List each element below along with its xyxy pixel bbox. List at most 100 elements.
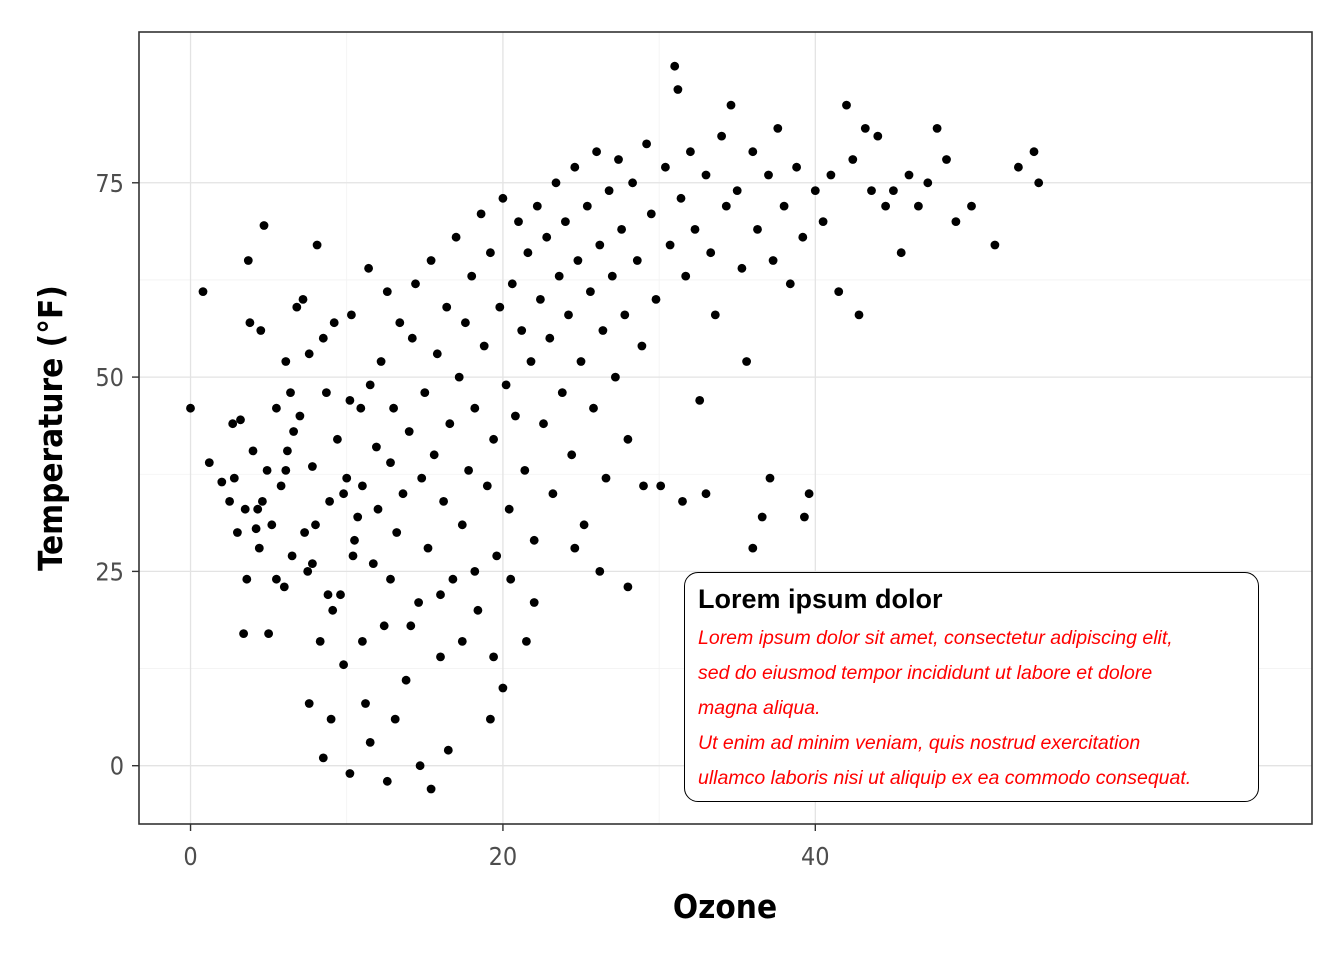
data-point bbox=[628, 178, 637, 188]
data-point bbox=[308, 462, 317, 471]
data-point bbox=[398, 489, 408, 499]
data-point bbox=[401, 675, 411, 685]
data-point bbox=[240, 504, 250, 514]
data-point bbox=[670, 61, 680, 71]
data-point bbox=[889, 186, 898, 196]
data-point bbox=[639, 481, 648, 491]
data-point bbox=[443, 745, 453, 755]
data-point bbox=[389, 403, 398, 413]
data-point bbox=[358, 481, 367, 491]
data-point bbox=[258, 497, 267, 506]
data-point bbox=[623, 434, 633, 444]
data-point bbox=[470, 567, 480, 576]
data-point bbox=[579, 520, 589, 530]
data-point bbox=[967, 201, 976, 211]
data-point bbox=[768, 256, 778, 265]
data-point bbox=[764, 170, 773, 180]
data-point bbox=[303, 567, 313, 576]
data-point bbox=[690, 225, 700, 234]
data-point bbox=[300, 528, 309, 537]
data-point bbox=[506, 574, 516, 584]
data-point bbox=[695, 396, 705, 405]
data-point bbox=[748, 543, 758, 553]
data-point bbox=[1014, 162, 1023, 172]
data-point bbox=[350, 535, 359, 545]
data-point bbox=[551, 178, 561, 188]
data-point bbox=[686, 147, 695, 157]
annotation-line: magna aliqua. bbox=[698, 697, 821, 719]
data-point bbox=[701, 489, 711, 499]
data-point bbox=[339, 660, 348, 670]
data-point bbox=[785, 279, 795, 289]
data-point bbox=[308, 559, 317, 568]
data-point bbox=[536, 295, 545, 304]
data-point bbox=[557, 388, 567, 397]
data-point bbox=[1029, 147, 1039, 157]
data-point bbox=[507, 279, 517, 289]
data-point bbox=[498, 193, 508, 203]
data-point bbox=[529, 535, 539, 545]
data-point bbox=[706, 248, 716, 258]
data-point bbox=[368, 559, 378, 568]
data-point bbox=[570, 162, 580, 172]
data-point bbox=[873, 131, 883, 141]
data-point bbox=[470, 403, 480, 413]
data-point bbox=[358, 637, 367, 646]
data-point bbox=[1034, 178, 1044, 188]
data-point bbox=[529, 598, 539, 607]
data-point bbox=[656, 481, 666, 491]
data-point bbox=[312, 240, 322, 250]
data-point bbox=[492, 551, 502, 561]
data-point bbox=[798, 232, 808, 242]
data-point bbox=[545, 333, 555, 343]
data-point bbox=[539, 419, 548, 429]
data-point bbox=[342, 473, 352, 483]
data-point bbox=[854, 310, 864, 320]
plot-panel-border bbox=[138, 31, 1313, 825]
x-tick-label: 0 bbox=[183, 842, 197, 871]
data-point bbox=[748, 147, 758, 157]
data-point bbox=[632, 256, 642, 265]
data-point bbox=[526, 357, 536, 366]
data-point bbox=[611, 372, 620, 382]
data-point bbox=[304, 349, 314, 359]
data-point bbox=[757, 512, 767, 522]
data-point bbox=[281, 357, 291, 366]
data-point bbox=[678, 497, 687, 506]
data-point bbox=[423, 543, 433, 553]
data-point bbox=[914, 201, 923, 211]
x-tick-label: 20 bbox=[489, 842, 518, 871]
data-point bbox=[345, 769, 355, 778]
data-point bbox=[322, 388, 331, 397]
data-point bbox=[325, 497, 334, 506]
data-point bbox=[717, 131, 726, 141]
data-point bbox=[406, 621, 416, 631]
data-point bbox=[276, 481, 286, 491]
data-point bbox=[614, 155, 623, 164]
data-point bbox=[486, 714, 495, 724]
data-point bbox=[942, 155, 951, 164]
data-point bbox=[570, 543, 580, 553]
data-point bbox=[554, 271, 564, 281]
data-point bbox=[661, 162, 670, 172]
data-point bbox=[564, 310, 573, 320]
data-point bbox=[364, 263, 373, 273]
data-point bbox=[198, 287, 208, 296]
data-point bbox=[586, 287, 595, 296]
data-point bbox=[225, 497, 235, 506]
data-point bbox=[392, 528, 402, 537]
annotation-box: Lorem ipsum dolor Lorem ipsum dolor sit … bbox=[684, 572, 1259, 802]
data-point bbox=[204, 458, 214, 467]
data-point bbox=[382, 776, 392, 786]
y-tick-label: 75 bbox=[95, 169, 124, 198]
data-point bbox=[436, 652, 445, 662]
data-point bbox=[376, 357, 386, 366]
data-point bbox=[233, 528, 242, 537]
data-point bbox=[295, 411, 305, 421]
data-point bbox=[353, 512, 363, 522]
data-point bbox=[457, 520, 467, 530]
data-point bbox=[601, 473, 611, 483]
data-point bbox=[461, 318, 470, 328]
data-point bbox=[467, 271, 477, 281]
